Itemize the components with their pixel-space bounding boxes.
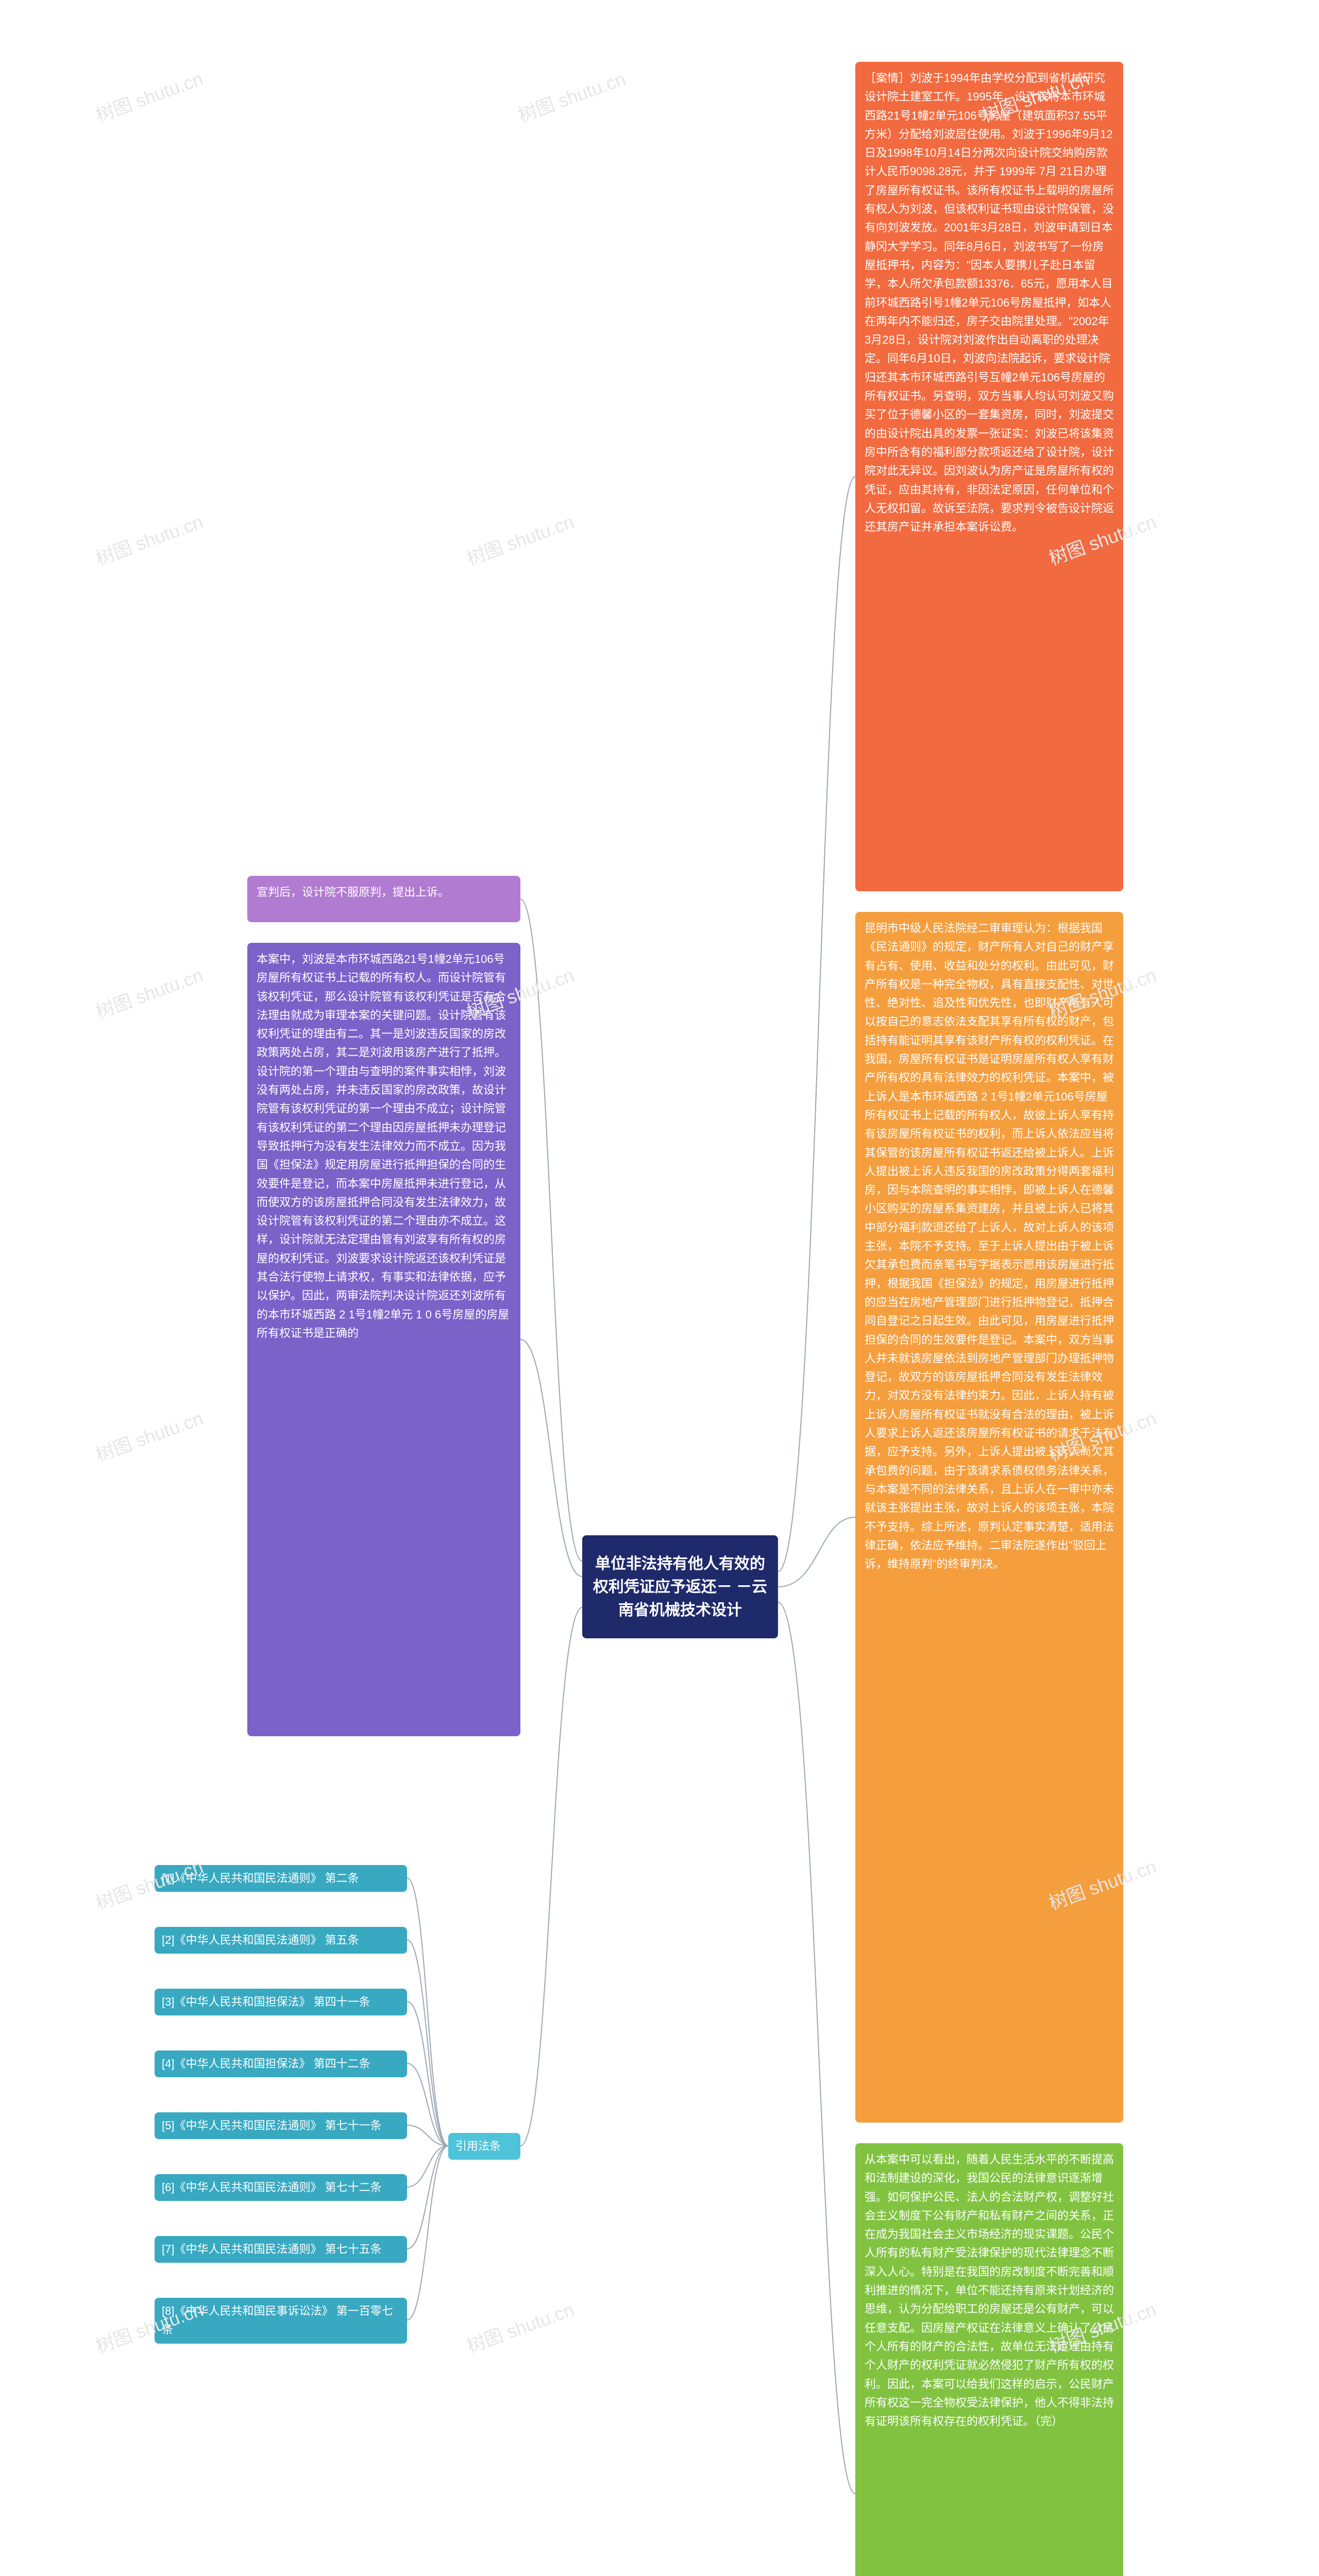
watermark: 树图 shutu.cn bbox=[92, 1403, 207, 1467]
right-node-2[interactable]: 昆明市中级人民法院经二审审理认为：根据我国《民法通则》的规定，财产所有人对自己的… bbox=[855, 912, 1123, 2123]
law-ref-item-7[interactable]: [7]《中华人民共和国民法通则》 第七十五条 bbox=[155, 2236, 407, 2263]
right-node-3[interactable]: 从本案中可以看出，随着人民生活水平的不断提高和法制建设的深化，我国公民的法律意识… bbox=[855, 2143, 1123, 2576]
watermark: 树图 shutu.cn bbox=[92, 960, 207, 1024]
left-node-1[interactable]: 宣判后，设计院不服原判，提出上诉。 bbox=[247, 876, 520, 922]
center-topic[interactable]: 单位非法持有他人有效的权利凭证应予返还－ －云南省机械技术设计 bbox=[582, 1535, 778, 1638]
watermark: 树图 shutu.cn bbox=[463, 507, 578, 570]
law-ref-item-2[interactable]: [2]《中华人民共和国民法通则》 第五条 bbox=[155, 1927, 407, 1954]
watermark: 树图 shutu.cn bbox=[92, 64, 207, 127]
left-node-2[interactable]: 本案中，刘波是本市环城西路21号1幢2单元106号房屋所有权证书上记载的所有权人… bbox=[247, 943, 520, 1736]
watermark: 树图 shutu.cn bbox=[514, 64, 629, 127]
watermark: 树图 shutu.cn bbox=[463, 2295, 578, 2358]
law-ref-item-4[interactable]: [4]《中华人民共和国担保法》 第四十二条 bbox=[155, 2050, 407, 2077]
law-ref-item-1[interactable]: [1]《中华人民共和国民法通则》 第二条 bbox=[155, 1865, 407, 1892]
law-ref-item-3[interactable]: [3]《中华人民共和国担保法》 第四十一条 bbox=[155, 1989, 407, 2015]
watermark: 树图 shutu.cn bbox=[92, 507, 207, 570]
law-ref-item-5[interactable]: [5]《中华人民共和国民法通则》 第七十一条 bbox=[155, 2112, 407, 2139]
law-ref-item-6[interactable]: [6]《中华人民共和国民法通则》 第七十二条 bbox=[155, 2174, 407, 2201]
law-ref-item-8[interactable]: [8]《中华人民共和国民事诉讼法》 第一百零七条 bbox=[155, 2298, 407, 2344]
law-ref-label[interactable]: 引用法条 bbox=[448, 2133, 520, 2160]
right-node-1[interactable]: ［案情］刘波于1994年由学校分配到省机械研究设计院土建室工作。1995年，设计… bbox=[855, 62, 1123, 891]
